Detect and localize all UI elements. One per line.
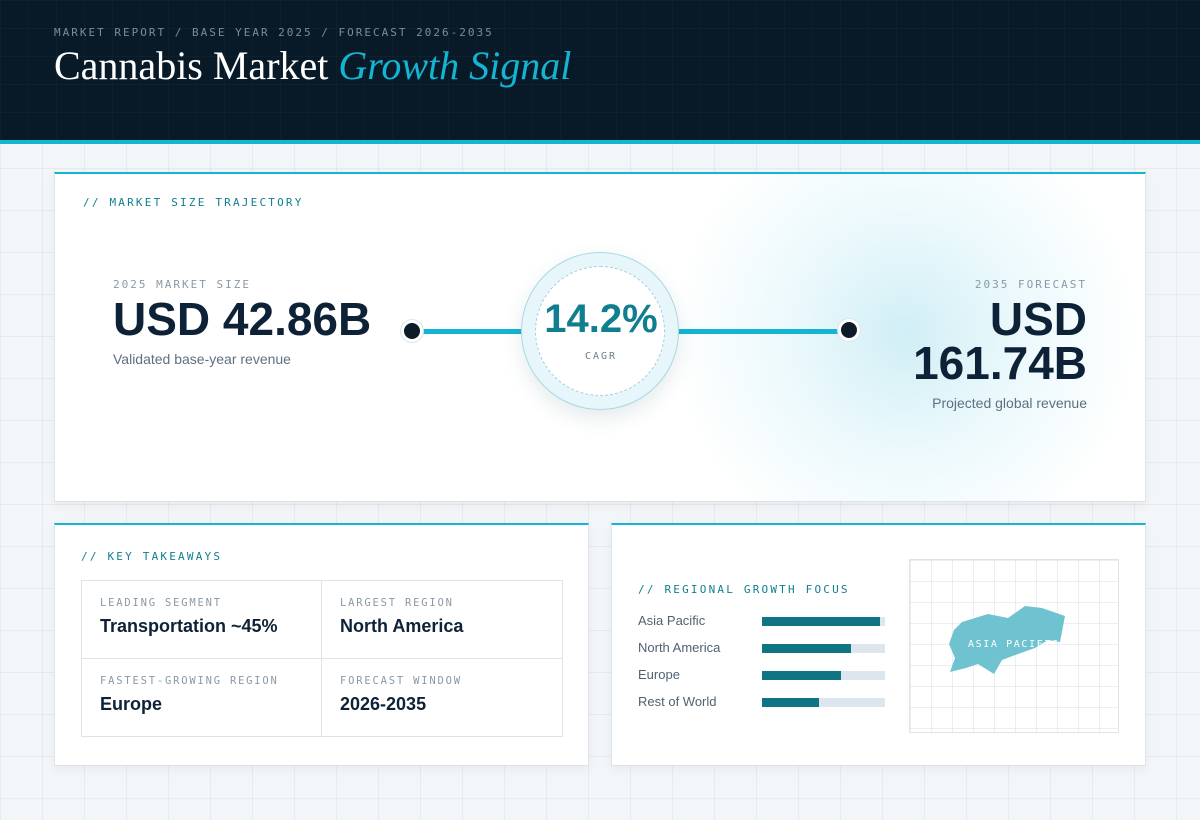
- forecast-metric: 2035 FORECAST USD 161.74B Projected glob…: [857, 278, 1087, 411]
- region-map: ASIA PACIFIC: [909, 559, 1119, 733]
- asia-pacific-region-shape: [949, 606, 1065, 674]
- region-bar-fill: [762, 644, 851, 653]
- breadcrumb: MARKET REPORT / BASE YEAR 2025 / FORECAS…: [54, 26, 494, 39]
- region-bar-track: [762, 671, 885, 680]
- takeaway-cell: LEADING SEGMENT Transportation ~45%: [82, 581, 322, 659]
- takeaway-label: LARGEST REGION: [340, 597, 454, 609]
- cagr-value: 14.2%: [544, 297, 658, 341]
- base-year-value: USD 42.86B: [113, 293, 372, 345]
- base-year-caption: Validated base-year revenue: [113, 351, 291, 367]
- takeaway-label: FASTEST-GROWING REGION: [100, 674, 279, 687]
- region-bar-fill: [762, 698, 819, 707]
- takeaways-grid: LEADING SEGMENT Transportation ~45% LARG…: [81, 580, 563, 737]
- region-polygon: [949, 606, 1065, 674]
- background-glow: [665, 174, 1145, 501]
- takeaway-cell: LARGEST REGION North America: [322, 581, 562, 659]
- forecast-caption: Projected global revenue: [932, 395, 1087, 411]
- takeaway-label: LEADING SEGMENT: [100, 597, 222, 609]
- region-bar-row: Europe: [638, 667, 888, 694]
- region-bar-track: [762, 698, 885, 707]
- trajectory-section-label: // MARKET SIZE TRAJECTORY: [83, 196, 304, 209]
- regional-section-label: // REGIONAL GROWTH FOCUS: [638, 583, 850, 596]
- takeaway-value: Europe: [100, 693, 163, 714]
- title-accent: Growth Signal: [338, 43, 572, 88]
- base-year-metric: 2025 MARKET SIZE USD 42.86B Validated ba…: [113, 278, 371, 367]
- region-bar-track: [762, 644, 885, 653]
- region-bar-fill: [762, 617, 881, 626]
- report-header: MARKET REPORT / BASE YEAR 2025 / FORECAS…: [0, 0, 1200, 144]
- takeaway-label: FORECAST WINDOW: [340, 674, 462, 687]
- takeaway-cell: FASTEST-GROWING REGION Europe: [82, 658, 322, 736]
- title-main: Cannabis Market: [54, 43, 329, 88]
- region-bar-fill: [762, 671, 841, 680]
- region-bar-label: North America: [638, 640, 721, 655]
- forecast-value: USD 161.74B: [913, 293, 1087, 389]
- regional-bar-list: Asia Pacific North America Europe Rest o…: [638, 613, 888, 721]
- cagr-label: CAGR: [584, 351, 618, 362]
- cagr-badge: 14.2% CAGR: [521, 252, 679, 410]
- base-year-kicker: 2025 MARKET SIZE: [113, 278, 251, 291]
- start-point-marker: [401, 320, 423, 342]
- takeaways-section-label: // KEY TAKEAWAYS: [81, 550, 223, 563]
- takeaway-value: 2026-2035: [340, 693, 427, 714]
- end-point-marker: [838, 319, 860, 341]
- market-size-trajectory-card: // MARKET SIZE TRAJECTORY 2025 MARKET SI…: [54, 172, 1146, 502]
- takeaway-cell: FORECAST WINDOW 2026-2035: [322, 659, 562, 737]
- takeaway-value: North America: [340, 616, 464, 636]
- region-bar-label: Asia Pacific: [638, 613, 706, 628]
- takeaway-value: Transportation ~45%: [100, 616, 278, 636]
- region-bar-track: [762, 617, 885, 626]
- region-bar-label: Rest of World: [638, 694, 717, 709]
- key-takeaways-card: // KEY TAKEAWAYS LEADING SEGMENT Transpo…: [54, 523, 589, 766]
- region-bar-row: Rest of World: [638, 694, 888, 721]
- regional-growth-card: // REGIONAL GROWTH FOCUS Asia Pacific No…: [611, 523, 1146, 766]
- region-bar-row: Asia Pacific: [638, 613, 888, 640]
- region-bar-row: North America: [638, 640, 888, 667]
- page-title: Cannabis Market Growth Signal: [54, 42, 571, 89]
- map-region-label: ASIA PACIFIC: [968, 639, 1060, 650]
- cagr-badge-inner: 14.2% CAGR: [535, 266, 665, 396]
- region-bar-label: Europe: [638, 667, 680, 682]
- forecast-kicker: 2035 FORECAST: [974, 278, 1087, 291]
